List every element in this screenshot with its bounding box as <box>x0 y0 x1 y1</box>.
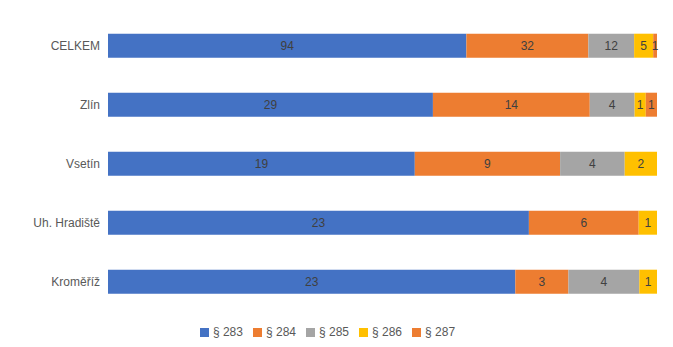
svg-text:2: 2 <box>638 157 645 171</box>
svg-text:1: 1 <box>637 98 644 112</box>
svg-text:CELKEM: CELKEM <box>51 39 100 53</box>
svg-text:1: 1 <box>645 216 652 230</box>
svg-text:Uh. Hradiště: Uh. Hradiště <box>33 216 100 230</box>
svg-text:3: 3 <box>539 275 546 289</box>
html-text:§ 283: § 283 <box>212 325 243 339</box>
svg-text:14: 14 <box>505 98 519 112</box>
svg-text:4: 4 <box>589 157 596 171</box>
svg-text:Vsetín: Vsetín <box>66 157 100 171</box>
html-text:§ 286: § 286 <box>372 325 402 339</box>
svg-text:5: 5 <box>640 39 647 53</box>
svg-text:4: 4 <box>609 98 616 112</box>
svg-text:1: 1 <box>648 98 655 112</box>
svg-text:23: 23 <box>312 216 326 230</box>
html-text:§ 284: § 284 <box>266 325 296 339</box>
svg-text:Zlín: Zlín <box>80 98 100 112</box>
svg-text:1: 1 <box>645 275 652 289</box>
svg-text:32: 32 <box>521 39 535 53</box>
svg-text:1: 1 <box>652 39 659 53</box>
svg-text:9: 9 <box>484 157 491 171</box>
svg-text:4: 4 <box>601 275 608 289</box>
html-text:§ 287: § 287 <box>425 325 456 339</box>
svg-text:29: 29 <box>264 98 278 112</box>
svg-text:94: 94 <box>281 39 295 53</box>
html-text:§ 285: § 285 <box>319 325 349 339</box>
svg-text:Kroměříž: Kroměříž <box>51 275 100 289</box>
svg-text:6: 6 <box>580 216 587 230</box>
svg-text:19: 19 <box>255 157 269 171</box>
svg-text:12: 12 <box>605 39 619 53</box>
svg-text:23: 23 <box>305 275 319 289</box>
